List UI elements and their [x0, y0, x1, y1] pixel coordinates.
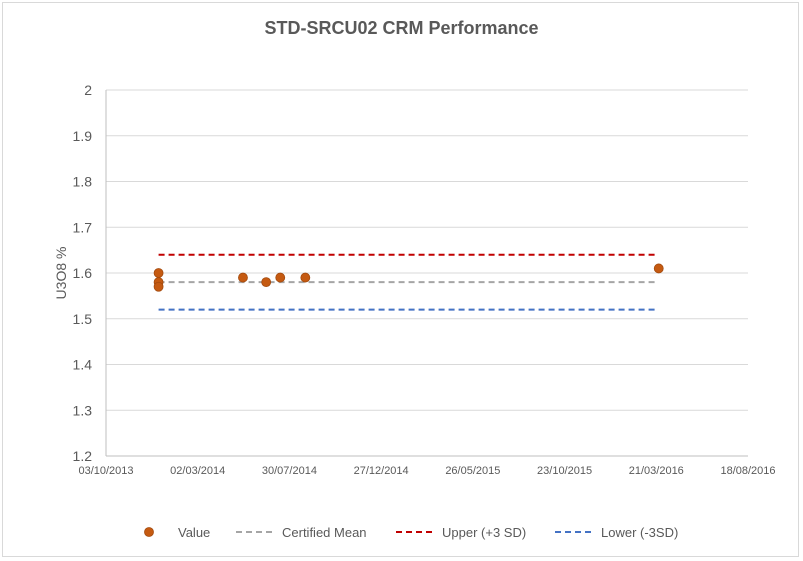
y-tick-label: 1.8 [73, 174, 93, 190]
legend-label: Certified Mean [282, 525, 367, 540]
y-tick-label: 1.9 [73, 128, 93, 144]
x-tick-label: 30/07/2014 [262, 465, 317, 477]
legend-item: Lower (-3SD) [555, 525, 678, 540]
y-tick-label: 1.2 [73, 448, 93, 464]
legend-marker-value [144, 527, 154, 537]
y-tick-label: 1.5 [73, 311, 93, 327]
x-tick-label: 23/10/2015 [537, 465, 592, 477]
x-tick-label: 03/10/2013 [78, 465, 133, 477]
x-tick-label: 18/08/2016 [720, 465, 775, 477]
axis-layer: 1.2 1.3 1.4 1.5 1.6 1.7 1.8 1.9 2 03/10/2013 02/03… [53, 82, 776, 477]
x-tick-label: 21/03/2016 [629, 465, 684, 477]
legend-item: Certified Mean [236, 525, 367, 540]
data-point [300, 272, 311, 283]
data-point [275, 272, 286, 283]
chart-title: STD-SRCU02 CRM Performance [264, 18, 539, 38]
legend-label: Lower (-3SD) [601, 525, 678, 540]
legend-layer: Value Certified Mean Upper (+3 SD) Lower (-… [144, 525, 678, 540]
y-tick-label: 1.7 [73, 219, 93, 235]
x-tick-label: 26/05/2015 [445, 465, 500, 477]
grid-layer [106, 89, 748, 411]
series-layer [153, 253, 664, 311]
y-tick-label: 1.4 [73, 357, 93, 373]
legend-label: Upper (+3 SD) [442, 525, 526, 540]
x-tick-label: 27/12/2014 [354, 465, 409, 477]
legend-item: Upper (+3 SD) [396, 525, 526, 540]
x-tick-label: 02/03/2014 [170, 465, 225, 477]
data-point [261, 277, 272, 288]
y-axis-title: U3O8 % [53, 247, 69, 300]
legend-label: Value [178, 525, 210, 540]
y-tick-label: 2 [84, 82, 92, 98]
y-tick-label: 1.3 [73, 402, 93, 418]
data-point [238, 272, 248, 283]
y-tick-label: 1.6 [73, 265, 93, 281]
data-point [153, 268, 164, 278]
data-point [653, 263, 664, 274]
data-point [153, 281, 164, 292]
legend-item: Value [144, 525, 210, 540]
